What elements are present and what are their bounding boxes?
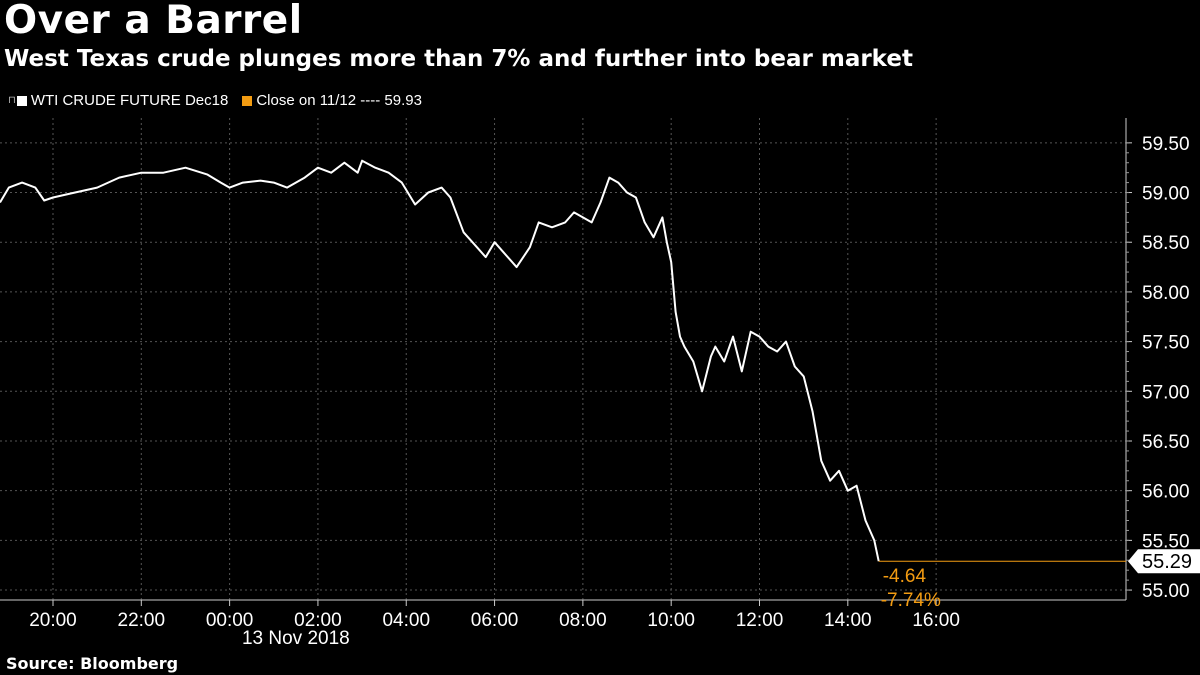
y-tick-label: 58.00 <box>1142 283 1190 304</box>
chart-subtitle: West Texas crude plunges more than 7% an… <box>4 46 913 72</box>
legend-item-wti: ⊓ WTI CRUDE FUTURE Dec18 <box>8 92 228 109</box>
pin-icon: ⊓ <box>8 95 16 106</box>
legend-label-close: Close on 11/12 ---- 59.93 <box>256 92 422 109</box>
x-tick-label: 00:00 <box>206 610 254 631</box>
legend-item-close: Close on 11/12 ---- 59.93 <box>242 92 422 109</box>
y-tick-label: 58.50 <box>1142 233 1190 254</box>
legend-swatch-wti <box>16 95 27 106</box>
x-tick-label: 04:00 <box>382 610 430 631</box>
legend: ⊓ WTI CRUDE FUTURE Dec18 Close on 11/12 … <box>8 92 436 109</box>
last-value-tag <box>1128 549 1200 574</box>
x-tick-label: 16:00 <box>912 610 960 631</box>
y-tick-label: 59.50 <box>1142 134 1190 155</box>
change-abs-label: -4.64 <box>883 566 927 587</box>
y-tick-label: 59.00 <box>1142 184 1190 205</box>
source-note: Source: Bloomberg <box>6 654 179 673</box>
x-date-label: 13 Nov 2018 <box>242 628 350 649</box>
y-tick-label: 56.00 <box>1142 482 1190 503</box>
y-tick-label: 56.50 <box>1142 432 1190 453</box>
change-pct-label: -7.74% <box>881 590 941 611</box>
y-tick-label: 55.50 <box>1142 531 1190 552</box>
chart-title: Over a Barrel <box>4 0 303 43</box>
series-line-wti <box>0 159 880 562</box>
x-tick-label: 08:00 <box>559 610 607 631</box>
x-tick-label: 02:00 <box>294 610 342 631</box>
y-tick-label: 57.00 <box>1142 382 1190 403</box>
x-tick-label: 14:00 <box>824 610 872 631</box>
x-tick-label: 22:00 <box>118 610 166 631</box>
x-tick-label: 20:00 <box>29 610 77 631</box>
x-tick-label: 12:00 <box>736 610 784 631</box>
y-tick-label: 55.00 <box>1142 581 1190 602</box>
y-tick-label: 57.50 <box>1142 333 1190 354</box>
x-tick-label: 10:00 <box>647 610 695 631</box>
legend-label-wti: WTI CRUDE FUTURE Dec18 <box>30 92 229 109</box>
legend-swatch-close <box>242 95 253 106</box>
last-value-label: 55.29 <box>1142 551 1192 573</box>
x-tick-label: 06:00 <box>471 610 519 631</box>
